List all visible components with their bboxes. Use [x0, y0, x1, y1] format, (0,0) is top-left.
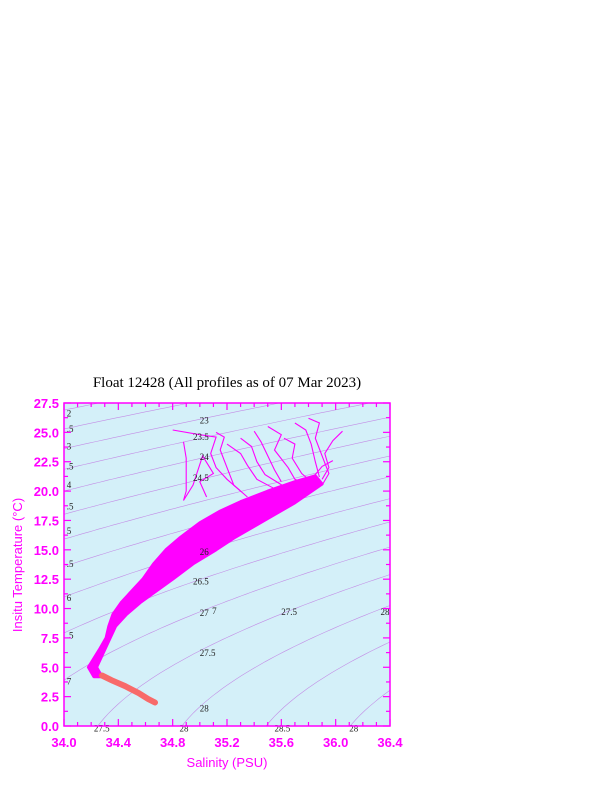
isopycnal-label: 4	[67, 480, 72, 490]
isopycnal-label: 7	[67, 676, 72, 686]
isopycnal-label: 26.5	[193, 577, 209, 587]
y-tick-label: 12.5	[34, 572, 59, 587]
x-tick-label: 35.6	[269, 735, 294, 750]
isopycnal-line	[64, 416, 390, 492]
x-tick-label: 34.4	[106, 735, 132, 750]
isopycnal-label: 27	[200, 608, 210, 618]
y-tick-label: 27.5	[34, 396, 59, 411]
y-tick-label: 17.5	[34, 513, 59, 528]
profile-line	[182, 441, 215, 501]
isopycnal-label: 6	[67, 593, 72, 603]
profile-line	[172, 429, 241, 492]
isopycnal-label: 28	[381, 607, 391, 617]
x-tick-label: 36.0	[323, 735, 348, 750]
isopycnal-label: 5	[67, 526, 72, 536]
isopycnal-label: 27.5	[281, 607, 297, 617]
isopycnal-label: 24	[200, 452, 210, 462]
profile-line	[308, 417, 330, 486]
deep-profile-band	[99, 672, 158, 706]
isopycnal-label: 28	[349, 723, 359, 733]
isopycnal-label: 28	[180, 723, 190, 733]
y-tick-label: 25.0	[34, 425, 59, 440]
x-tick-label: 34.0	[51, 735, 76, 750]
y-axis-label: Insitu Temperature (°C)	[10, 498, 25, 632]
isopycnal-label: .5	[67, 631, 74, 641]
isopycnal-line	[181, 605, 390, 726]
isopycnal-label: .5	[67, 501, 74, 511]
x-axis-tick-labels: 34.0 34.4 34.8 35.2 35.6 36.0 36.4	[51, 735, 403, 750]
y-tick-label: 15.0	[34, 543, 59, 558]
isopycnal-line	[64, 403, 281, 449]
y-tick-label: 2.5	[41, 690, 59, 705]
x-tick-label: 35.2	[214, 735, 239, 750]
y-tick-label: 10.0	[34, 602, 59, 617]
x-tick-label: 34.8	[160, 735, 185, 750]
isopycnal-line	[64, 403, 191, 430]
isopycnal-label: .5	[67, 559, 74, 569]
isopycnal-line	[37, 315, 417, 380]
isopycnal-label: 27.5	[200, 648, 216, 658]
x-tick-label: 36.4	[377, 735, 403, 750]
axis-ticks	[63, 402, 391, 727]
x-axis-label: Salinity (PSU)	[187, 755, 268, 770]
isopycnal-line	[64, 521, 390, 634]
isopycnal-label: 23.5	[193, 432, 209, 442]
isopycnal-label: .5	[67, 424, 74, 434]
y-tick-label: 22.5	[34, 455, 59, 470]
profile-line	[305, 460, 334, 483]
isopycnal-line	[64, 455, 390, 540]
profile-line	[253, 430, 282, 482]
isopycnal-label: 23	[200, 416, 210, 426]
y-axis-tick-labels: 0.0 2.5 5.0 7.5 10.0 12.5 15.0 17.5 20.0 22.5 25.0…	[34, 396, 59, 734]
chart-title: Float 12428 (All profiles as of 07 Mar 2…	[93, 375, 361, 391]
profile-line	[96, 483, 323, 677]
isopycnal-line	[64, 403, 372, 470]
profile-line	[215, 431, 248, 498]
profile-line	[226, 443, 275, 490]
isopycnal-label: 27.5	[94, 723, 110, 733]
isopycnal-line	[64, 435, 390, 515]
y-tick-label: 5.0	[41, 660, 59, 675]
profile-line	[283, 437, 312, 483]
profile-line	[321, 430, 343, 480]
isopycnal-label: 28.5	[275, 723, 291, 733]
y-tick-label: 0.0	[41, 719, 59, 734]
isopycnal-label: 24.5	[193, 473, 209, 483]
isopycnal-label: 3	[67, 442, 72, 452]
isopycnal-label: 7	[212, 606, 217, 616]
isopycnal-line	[265, 641, 390, 726]
isopycnal-label: 28	[200, 703, 210, 713]
isopycnal-label: 2	[67, 409, 72, 419]
y-tick-label: 7.5	[41, 631, 59, 646]
data-series	[86, 417, 343, 706]
profile-line	[267, 426, 309, 486]
isopycnal-line	[349, 689, 390, 726]
profile-line	[294, 422, 320, 478]
isopycnal-line	[97, 574, 390, 726]
isopycnal-label: .5	[67, 461, 74, 471]
isopycnal-label: 26	[200, 547, 210, 557]
y-tick-label: 20.0	[34, 484, 59, 499]
profile-line	[240, 437, 285, 487]
